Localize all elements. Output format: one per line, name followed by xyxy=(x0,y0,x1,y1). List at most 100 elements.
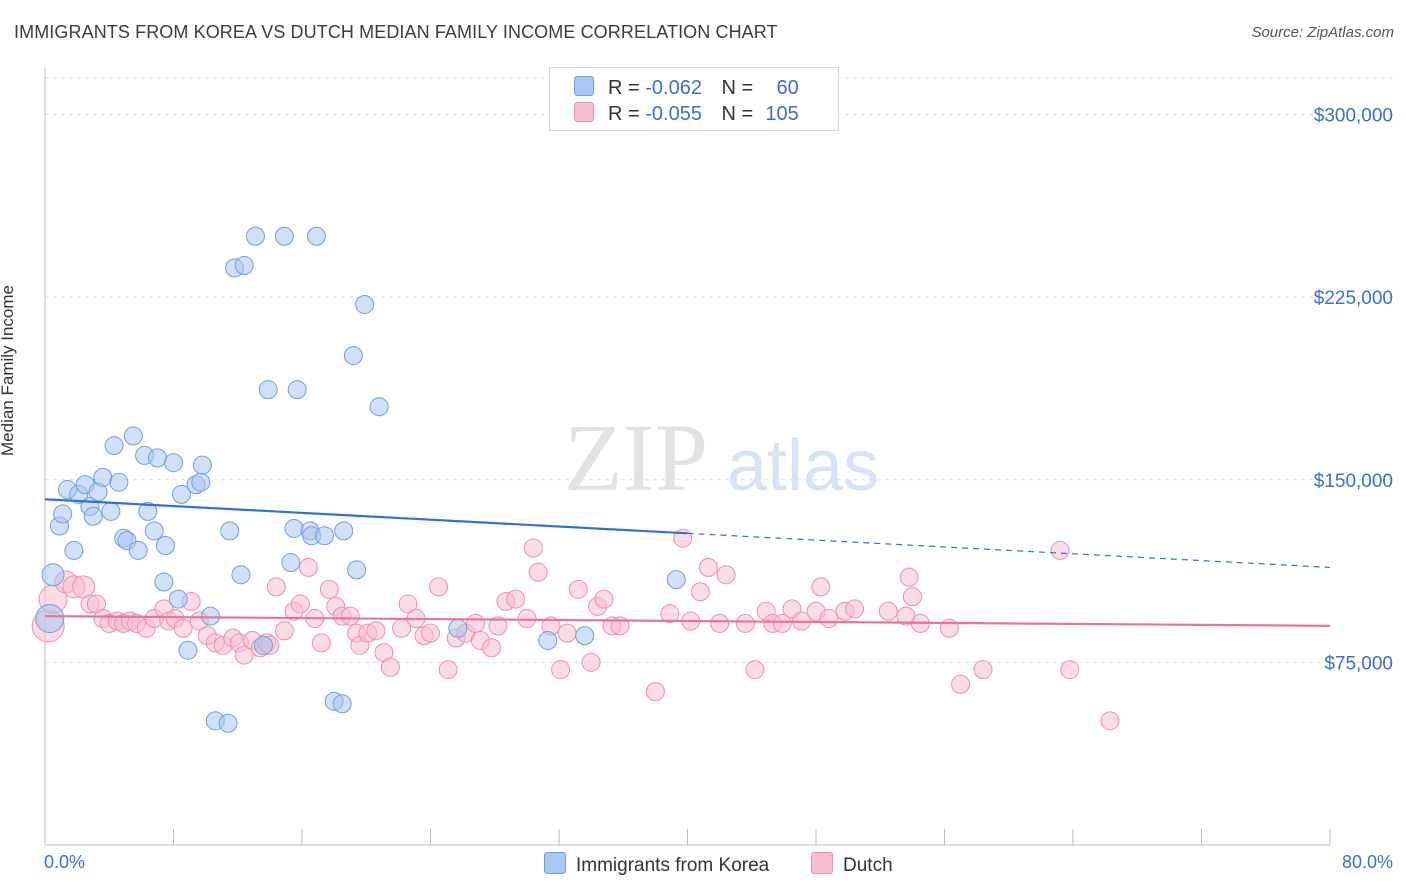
korea-point xyxy=(147,448,167,468)
korea-point xyxy=(192,455,212,475)
y-tick-labels: $75,000 $150,000 $225,000 $300,000 xyxy=(1314,106,1393,675)
legend-r-value: -0.055 xyxy=(645,103,702,125)
axes xyxy=(44,68,1331,846)
korea-point xyxy=(128,540,148,560)
dutch-point xyxy=(690,582,710,602)
dutch-point xyxy=(594,589,614,609)
legend-swatch-pink xyxy=(811,852,833,874)
y-tick-label: $150,000 xyxy=(1314,471,1393,492)
dutch-point xyxy=(973,660,993,680)
korea-point xyxy=(191,472,211,492)
dutch-point xyxy=(421,623,440,643)
chart-title: IMMIGRANTS FROM KOREA VS DUTCH MEDIAN FA… xyxy=(14,22,778,42)
dutch-point xyxy=(581,652,601,672)
legend-swatch-blue xyxy=(574,76,594,96)
dutch-point xyxy=(772,613,792,633)
korea-point xyxy=(178,640,198,660)
dutch-point xyxy=(1100,711,1120,731)
dutch-point xyxy=(745,660,765,680)
dutch-point xyxy=(234,645,254,665)
legend-n-label: N = xyxy=(721,77,754,99)
korea-point xyxy=(123,426,143,446)
korea-point xyxy=(154,572,174,592)
legend-n-value: 105 xyxy=(765,103,799,125)
korea-point xyxy=(104,436,124,456)
y-tick-label: $300,000 xyxy=(1314,106,1393,127)
dutch-point xyxy=(645,682,665,702)
dutch-point xyxy=(438,660,458,680)
dutch-point xyxy=(429,577,449,597)
korea-point xyxy=(281,553,301,573)
korea-point xyxy=(245,226,265,246)
legend-swatch-blue xyxy=(544,852,566,874)
x-max-label: 80.0% xyxy=(1341,852,1393,872)
dutch-point xyxy=(899,567,919,587)
korea-point xyxy=(109,472,129,492)
dutch-point xyxy=(319,579,339,599)
dutch-point xyxy=(298,557,318,577)
korea-point xyxy=(83,506,103,526)
korea-point xyxy=(334,521,354,541)
korea-point xyxy=(231,565,251,585)
korea-point xyxy=(218,713,238,733)
korea-point xyxy=(101,501,121,521)
dutch-point xyxy=(819,609,839,629)
dutch-point xyxy=(482,638,502,658)
y-axis-label: Median Family Income xyxy=(0,284,17,456)
correlation-legend: R = -0.062 N = 60 R = -0.055 N = 105 xyxy=(549,67,839,131)
y-tick-label: $75,000 xyxy=(1324,653,1393,674)
korea-point xyxy=(343,346,363,366)
korea-point xyxy=(35,604,65,634)
korea-point xyxy=(155,536,175,556)
korea-point xyxy=(258,380,278,400)
legend-label-dutch: Dutch xyxy=(843,855,893,876)
korea-point xyxy=(220,521,240,541)
watermark-zip: ZIP xyxy=(564,404,708,511)
dutch-point xyxy=(698,557,718,577)
dutch-point xyxy=(290,594,310,614)
dutch-point xyxy=(523,538,543,558)
dutch-point xyxy=(465,613,485,633)
korea-point xyxy=(144,521,164,541)
korea-point xyxy=(234,255,254,275)
dutch-point xyxy=(274,621,294,641)
legend-row-dutch: R = -0.055 N = 105 xyxy=(574,102,799,126)
dutch-point xyxy=(528,562,548,582)
dutch-point xyxy=(716,565,736,585)
dutch-point xyxy=(398,594,418,614)
korea-point xyxy=(448,618,468,638)
legend-item-korea[interactable]: Immigrants from Korea xyxy=(544,852,769,877)
series-legend: Immigrants from Korea Dutch xyxy=(0,852,1406,876)
korea-point xyxy=(287,380,307,400)
dutch-point xyxy=(902,587,922,607)
legend-item-dutch[interactable]: Dutch xyxy=(811,852,893,877)
korea-point xyxy=(369,397,389,417)
dutch-point xyxy=(735,613,755,633)
korea-point xyxy=(332,694,352,714)
dutch-point xyxy=(173,618,193,638)
dutch-point xyxy=(1050,540,1070,560)
dutch-point xyxy=(811,577,831,597)
dutch-point xyxy=(366,621,386,641)
korea-point xyxy=(164,453,183,473)
x-min-label: 0.0% xyxy=(44,852,86,872)
korea-points xyxy=(35,226,686,733)
dutch-point xyxy=(878,601,898,621)
dutch-point xyxy=(845,599,865,619)
korea-point xyxy=(274,226,294,246)
korea-point xyxy=(253,635,273,655)
korea-point xyxy=(172,484,192,504)
dutch-point xyxy=(951,674,971,694)
korea-trend-extension xyxy=(687,532,1331,569)
korea-point xyxy=(168,589,188,609)
dutch-point xyxy=(380,657,400,677)
korea-point xyxy=(41,563,65,587)
dutch-point xyxy=(660,604,680,624)
dutch-point xyxy=(488,616,508,636)
dutch-point xyxy=(311,633,331,653)
dutch-trend-line xyxy=(44,615,1331,627)
dutch-point xyxy=(1060,660,1080,680)
legend-r-label: R = xyxy=(608,103,640,125)
korea-point xyxy=(355,294,375,314)
